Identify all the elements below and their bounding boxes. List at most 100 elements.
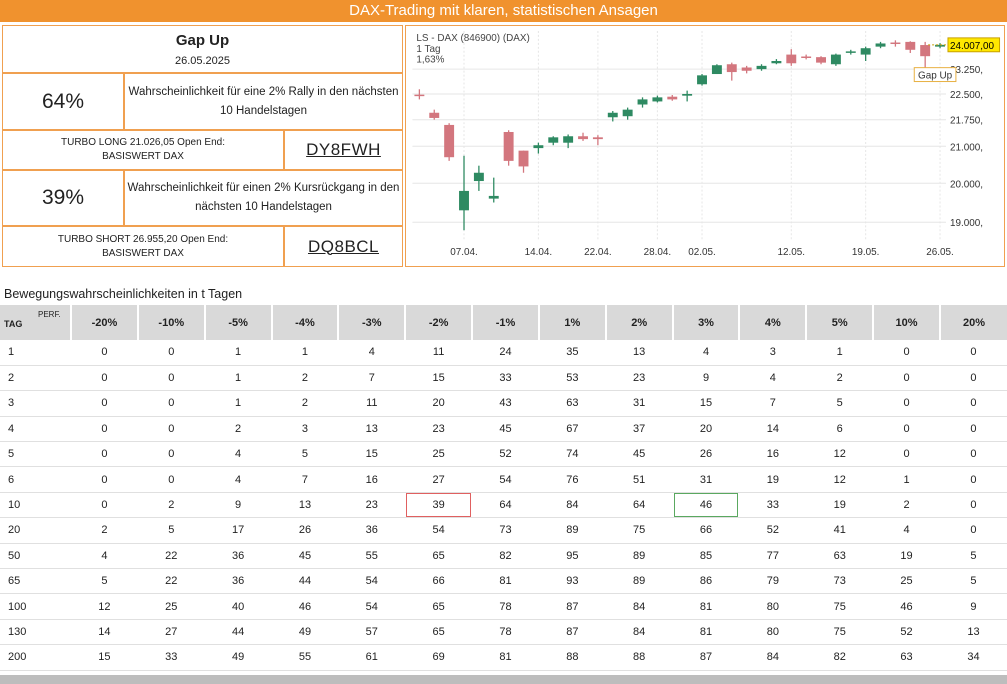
table-cell: 45 [271, 543, 339, 570]
table-cell: 23 [405, 416, 473, 443]
table-row: 20 2 5 17 26 36 54 73 89 75 66 52 41 4 0 [0, 517, 1007, 544]
table-cell: 77 [739, 543, 807, 570]
candle-body [920, 45, 931, 57]
table-cell: 65 [405, 543, 473, 570]
table-cell: 54 [338, 568, 406, 595]
table-cell: 19 [806, 492, 874, 519]
row-tag: 6 [0, 466, 71, 493]
table-cell: 25 [405, 441, 473, 468]
probability-table: TAG PERF. -20% -10% -5% -4% -3% -2% -1% 1% 2% 3% 4% 5… [0, 305, 1007, 671]
column-header: -1% [471, 305, 539, 340]
candle-body [697, 75, 707, 85]
table-cell: 0 [71, 340, 138, 366]
table-row: 1 0 0 1 1 4 11 24 35 13 4 3 1 0 0 [0, 340, 1007, 366]
row-tag: 2 [0, 365, 71, 392]
table-cell: 11 [405, 340, 473, 366]
candle-body [845, 51, 856, 53]
column-header: 1% [537, 305, 606, 340]
table-cell: 0 [71, 492, 138, 519]
signal-title: Gap Up [175, 31, 230, 49]
table-cell: 5 [806, 390, 874, 417]
table-row: 2 0 0 1 2 7 15 33 53 23 9 4 2 0 0 [0, 365, 1007, 392]
candle-body [429, 112, 440, 118]
row-tag: 5 [0, 441, 71, 468]
column-header: 5% [805, 305, 874, 340]
annotation-box [913, 67, 957, 83]
table-cell: 52 [472, 441, 539, 468]
candle-body [607, 112, 618, 118]
table-cell: 14 [739, 416, 807, 443]
table-cell: 55 [271, 644, 339, 671]
row-tag: 200 [0, 644, 71, 671]
table-cell: 5 [271, 441, 339, 468]
table-cell: 7 [338, 365, 406, 392]
table-cell: 23 [338, 492, 406, 519]
table-cell: 84 [605, 619, 673, 646]
column-header: -20% [70, 305, 138, 340]
table-title: Bewegungswahrscheinlichkeiten in t Tagen [4, 287, 243, 301]
table-cell: 34 [939, 644, 1007, 671]
table-cell: 33 [472, 365, 539, 392]
short-code[interactable]: DQ8BCL [284, 226, 403, 267]
candle-body [652, 97, 663, 102]
x-tick-label: 14.04. [525, 247, 553, 258]
table-cell: 67 [538, 416, 606, 443]
table-cell: 0 [939, 466, 1007, 493]
candle-body [756, 65, 767, 70]
table-row: 4 0 0 2 3 13 23 45 67 37 20 14 6 0 0 [0, 416, 1007, 443]
table-cell: 87 [672, 644, 740, 671]
table-cell: 86 [672, 568, 740, 595]
table-row: 3 0 0 1 2 11 20 43 63 31 15 7 5 0 0 [0, 390, 1007, 417]
table-cell: 87 [538, 619, 606, 646]
x-tick-label: 22.04. [584, 247, 612, 258]
column-header: -3% [337, 305, 406, 340]
table-cell: 65 [405, 593, 473, 620]
chart-title: LS - DAX (846900) (DAX) [416, 33, 529, 44]
table-cell: 14 [71, 619, 138, 646]
table-row: 100 12 25 40 46 54 65 78 87 84 81 80 75 46 9 [0, 593, 1007, 620]
table-cell: 0 [137, 340, 205, 366]
candle-body [711, 65, 722, 75]
table-cell: 22 [137, 568, 205, 595]
x-tick-label: 19.05. [852, 247, 880, 258]
candle-body [726, 64, 737, 73]
table-cell: 22 [137, 543, 205, 570]
table-cell: 49 [204, 644, 272, 671]
table-cell: 0 [873, 441, 940, 468]
table-cell: 31 [605, 390, 673, 417]
column-header: 3% [671, 305, 740, 340]
long-probability: 64% [2, 73, 124, 130]
long-code[interactable]: DY8FWH [284, 130, 403, 170]
table-cell: 3 [739, 340, 807, 366]
short-product: TURBO SHORT 26.955,20 Open End: BASISWER… [2, 226, 284, 267]
table-cell: 4 [672, 340, 740, 366]
table-cell: 84 [739, 644, 807, 671]
y-tick-label: 22.500, [950, 90, 983, 101]
table-cell: 15 [71, 644, 138, 671]
table-cell: 89 [538, 517, 606, 544]
table-cell: 0 [939, 517, 1007, 544]
column-header: 10% [872, 305, 940, 340]
table-cell: 0 [137, 390, 205, 417]
table-cell: 53 [538, 365, 606, 392]
table-cell: 26 [672, 441, 740, 468]
table-cell: 75 [605, 517, 673, 544]
table-cell: 0 [873, 390, 940, 417]
table-cell: 95 [538, 543, 606, 570]
table-cell: 0 [71, 441, 138, 468]
table-cell: 81 [472, 644, 539, 671]
table-cell: 52 [873, 619, 940, 646]
table-cell: 54 [405, 517, 473, 544]
row-tag: 65 [0, 568, 71, 595]
table-cell: 24 [472, 340, 539, 366]
x-tick-label: 07.04. [450, 247, 478, 258]
column-header: -10% [136, 305, 205, 340]
table-cell: 6 [806, 416, 874, 443]
table-row: 200 15 33 49 55 61 69 81 88 88 87 84 82 63 34 [0, 644, 1007, 671]
table-cell: 0 [939, 416, 1007, 443]
row-tag: 130 [0, 619, 71, 646]
table-cell: 87 [538, 593, 606, 620]
product-line: TURBO LONG 21.026,05 Open End: [61, 137, 225, 148]
header-bar: DAX-Trading mit klaren, statistischen An… [0, 0, 1007, 22]
table-cell: 81 [472, 568, 539, 595]
